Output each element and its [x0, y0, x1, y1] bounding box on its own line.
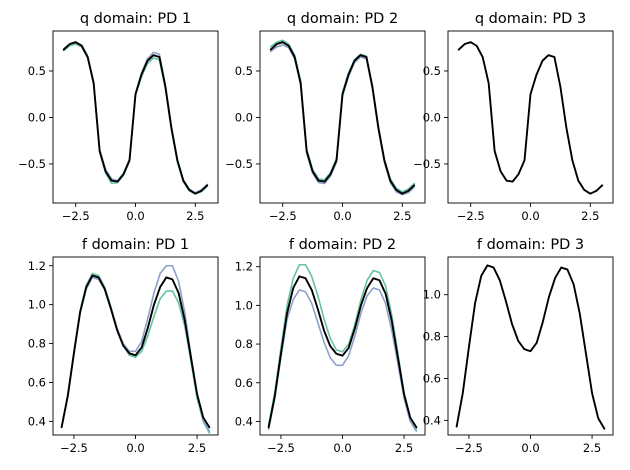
y-tick-label: 0.6 — [28, 375, 46, 389]
y-tick-label: 0.0 — [28, 110, 46, 124]
x-tick-label: 2.5 — [395, 441, 413, 455]
plot-area — [455, 264, 606, 430]
axes-frame — [52, 256, 219, 436]
series-line-2 — [62, 41, 209, 195]
x-tick-label: 2.5 — [583, 441, 601, 455]
y-tick-label: 0.5 — [423, 64, 441, 78]
y-tick-label: 0.6 — [235, 376, 253, 390]
x-tick-label: 2.5 — [393, 209, 411, 223]
x-tick-label: −2.5 — [267, 441, 295, 455]
y-tick-label: 1.2 — [235, 260, 253, 274]
series-line-1 — [60, 264, 211, 432]
x-tick-label: −2.5 — [455, 441, 483, 455]
plot-area — [457, 41, 604, 195]
panel-title: q domain: PD 2 — [287, 11, 398, 27]
y-tick-label: −0.5 — [225, 157, 253, 171]
x-tick-label: −2.5 — [457, 209, 485, 223]
axes-frame — [447, 30, 614, 204]
x-tick-label: 0.0 — [126, 441, 144, 455]
x-tick-label: 0.0 — [521, 209, 539, 223]
y-tick-label: −0.5 — [413, 157, 441, 171]
plot-area — [60, 264, 211, 434]
panel-q-pd1: q domain: PD 1 −2.5 0.0 2.5 −0.5 0.0 0.5 — [18, 11, 219, 223]
plot-area — [62, 41, 209, 195]
series-line-1 — [269, 44, 416, 196]
axes-frame — [259, 30, 426, 204]
series-line-0 — [267, 263, 418, 430]
series-line-2 — [269, 41, 416, 195]
panel-title: q domain: PD 3 — [475, 11, 586, 27]
panel-q-pd2: q domain: PD 2 −2.5 0.0 2.5 −0.5 0.0 0.5 — [225, 11, 426, 223]
axes-frame — [52, 30, 219, 204]
axes-frame — [447, 256, 614, 436]
y-tick-label: 1.2 — [28, 259, 46, 273]
panel-f-pd2: f domain: PD 2 −2.5 0.0 2.5 0.4 0.6 0.8 1.0 1.2 — [235, 237, 426, 455]
x-tick-label: −2.5 — [60, 441, 88, 455]
y-tick-label: 0.8 — [28, 337, 46, 351]
y-tick-label: 0.4 — [235, 414, 253, 428]
y-tick-label: 0.8 — [423, 330, 441, 344]
x-tick-label: 0.0 — [126, 209, 144, 223]
plot-area — [267, 263, 418, 432]
panel-q-pd3: q domain: PD 3 −2.5 0.0 2.5 −0.5 0.0 0.5 — [413, 11, 614, 223]
series-line-0 — [269, 39, 416, 193]
panel-title: q domain: PD 1 — [80, 11, 191, 27]
x-tick-label: 2.5 — [186, 209, 204, 223]
series-line-0 — [455, 264, 606, 430]
axes-frame — [259, 256, 426, 436]
panel-title: f domain: PD 1 — [82, 237, 189, 253]
series-line-0 — [457, 41, 604, 195]
y-tick-label: 0.4 — [423, 413, 441, 427]
x-tick-label: 0.0 — [333, 441, 351, 455]
series-line-1 — [62, 43, 209, 195]
y-tick-label: 0.0 — [423, 110, 441, 124]
plot-area — [269, 39, 416, 196]
y-tick-label: 0.5 — [28, 64, 46, 78]
y-tick-label: 0.8 — [235, 337, 253, 351]
x-tick-label: 0.0 — [333, 209, 351, 223]
panel-title: f domain: PD 3 — [477, 237, 584, 253]
series-line-2 — [60, 274, 211, 429]
panel-f-pd1: f domain: PD 1 −2.5 0.0 2.5 0.4 0.6 0.8 1.0 1.2 — [28, 237, 219, 455]
y-tick-label: 0.5 — [235, 64, 253, 78]
x-tick-label: 2.5 — [581, 209, 599, 223]
series-line-0 — [62, 41, 209, 194]
y-tick-label: 0.4 — [28, 414, 46, 428]
panel-f-pd3: f domain: PD 3 −2.5 0.0 2.5 0.4 0.6 0.8 1.0 — [423, 237, 614, 455]
y-tick-label: 1.0 — [235, 298, 253, 312]
series-line-2 — [267, 275, 418, 429]
x-tick-label: 0.0 — [521, 441, 539, 455]
y-tick-label: 1.0 — [28, 298, 46, 312]
series-line-1 — [267, 287, 418, 432]
panel-title: f domain: PD 2 — [289, 237, 396, 253]
x-tick-label: −2.5 — [62, 209, 90, 223]
x-tick-label: 2.5 — [188, 441, 206, 455]
y-tick-label: 0.0 — [235, 110, 253, 124]
y-tick-label: 1.0 — [423, 288, 441, 302]
y-tick-label: 0.6 — [423, 371, 441, 385]
y-tick-label: −0.5 — [18, 157, 46, 171]
x-tick-label: −2.5 — [269, 209, 297, 223]
